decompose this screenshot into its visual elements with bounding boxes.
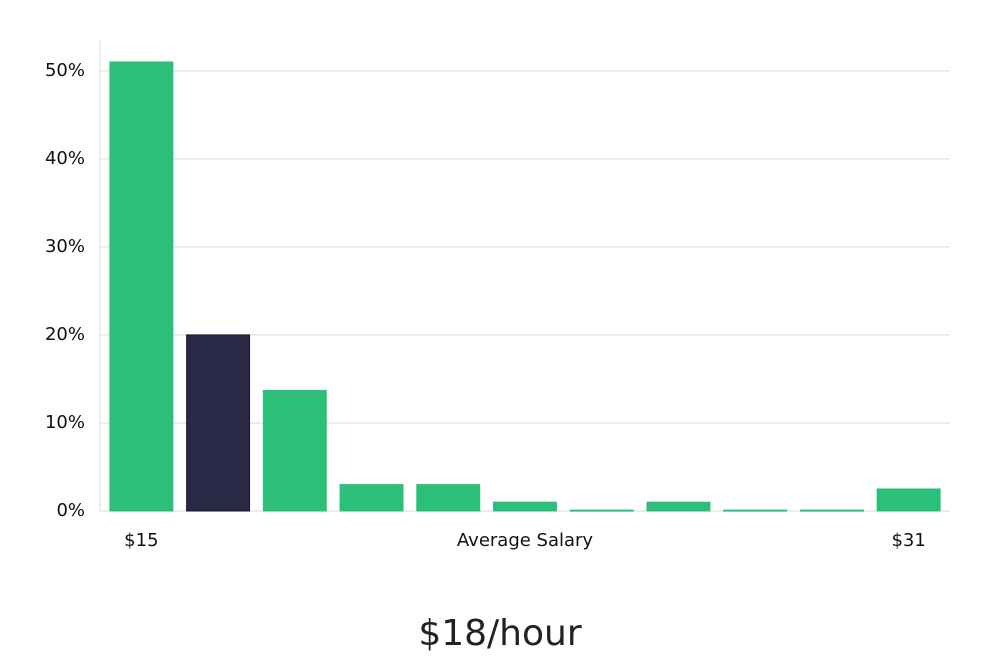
y-tick-label: 30% [45,236,85,257]
y-tick-label: 10% [45,412,85,433]
bar [876,488,941,512]
bar [109,61,174,512]
bar [262,389,327,512]
bar [493,501,557,512]
bar [416,484,481,512]
bar [723,509,788,512]
bar [339,484,404,512]
bar [799,509,864,512]
annotation: $18/hour [418,613,582,654]
x-tick-label: $15 [124,530,158,551]
bar [646,501,711,512]
x-axis-label: Average Salary [457,530,594,551]
y-tick-label: 20% [45,324,85,345]
y-tick-label: 40% [45,148,85,169]
y-tick-label: 0% [56,500,85,521]
y-tick-label: 50% [45,60,85,81]
bar [186,334,251,512]
bar [569,509,634,512]
x-tick-label: $31 [891,530,925,551]
